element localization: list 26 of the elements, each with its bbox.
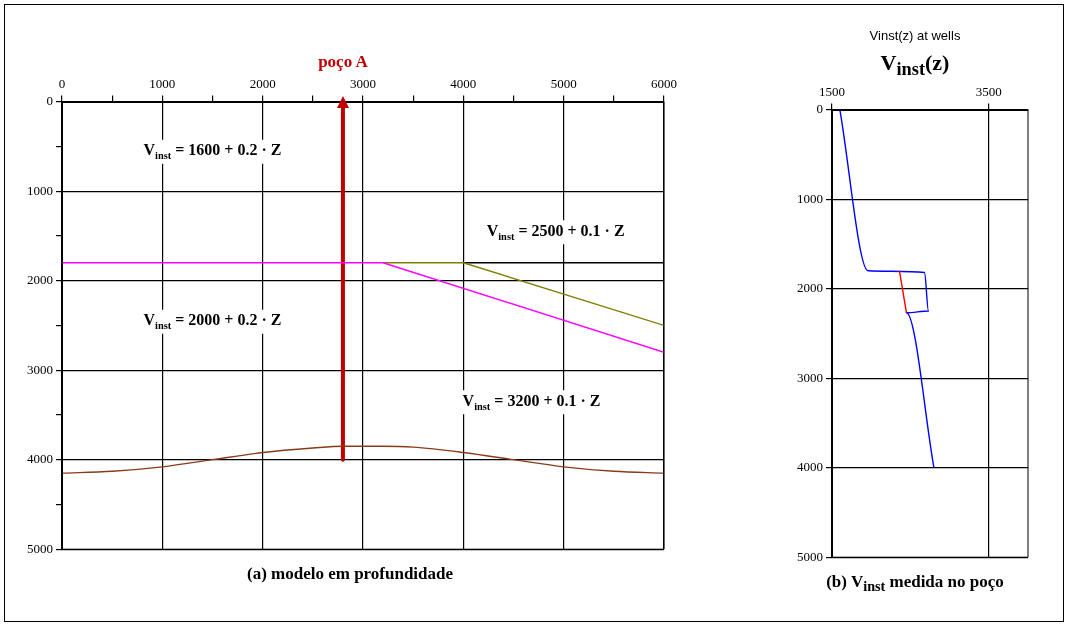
line-series <box>839 109 935 469</box>
y-tick-label: 0 <box>816 101 823 117</box>
y-tick-label: 3000 <box>797 369 823 385</box>
x-tick-label: 1500 <box>819 84 845 100</box>
x-tick-label: 5000 <box>550 76 577 92</box>
y-tick-label: 1000 <box>27 182 53 198</box>
x-tick-label: 4000 <box>450 76 477 92</box>
y-tick-label: 5000 <box>797 548 823 564</box>
x-tick-label: 1000 <box>149 76 176 92</box>
y-tick-label: 2000 <box>27 272 53 288</box>
y-tick-label: 4000 <box>797 459 823 475</box>
x-tick-label: 0 <box>58 76 66 92</box>
chart-title: Vinst(z) at wells <box>868 28 962 45</box>
y-tick-label: 2000 <box>797 280 823 296</box>
y-tick-label: 4000 <box>27 451 53 467</box>
y-tick-label: 3000 <box>27 361 53 377</box>
x-tick-label: 3000 <box>350 76 376 92</box>
y-tick-label: 5000 <box>27 540 53 556</box>
y-tick-label: 1000 <box>797 190 823 206</box>
x-tick-label: 2000 <box>249 76 276 92</box>
x-tick-label: 3500 <box>975 84 1002 100</box>
text: (a) modelo em profundidade <box>245 564 455 584</box>
x-tick-label: 6000 <box>651 76 677 92</box>
text: poço A <box>318 52 369 72</box>
text: (b) V$_{inst}$ medida no poço <box>825 572 1005 596</box>
x-axis-title: V$_{inst}$(z) <box>879 49 951 80</box>
